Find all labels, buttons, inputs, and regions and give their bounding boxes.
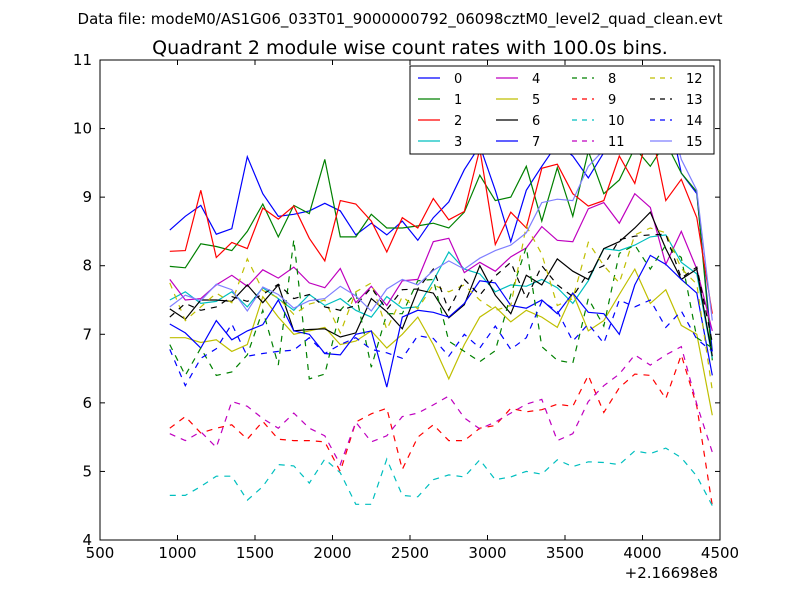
legend-label-11: 11 <box>608 135 625 150</box>
series-line-9 <box>169 352 713 506</box>
x-tick-label: 2000 <box>313 544 351 562</box>
x-tick-label: 4000 <box>623 544 661 562</box>
series-line-13 <box>169 233 713 343</box>
legend-label-5: 5 <box>532 93 540 108</box>
x-tick-label: 3000 <box>468 544 506 562</box>
legend-label-0: 0 <box>454 72 462 87</box>
data-file-label: Data file: modeM0/AS1G06_033T01_90000007… <box>78 10 723 29</box>
axis-ticks: 500 1000 1500 2000 2500 3000 3500 4000 4500 4 5 6 7 8… <box>73 51 739 562</box>
series-line-11 <box>169 345 713 467</box>
x-tick-label: 1000 <box>158 544 196 562</box>
y-tick-label: 8 <box>82 257 92 275</box>
legend-label-15: 15 <box>686 135 703 150</box>
legend-label-6: 6 <box>532 114 540 129</box>
series-line-2 <box>169 124 713 314</box>
y-tick-label: 11 <box>73 51 92 69</box>
legend-label-3: 3 <box>454 135 462 150</box>
legend-label-10: 10 <box>608 114 625 129</box>
series-line-4 <box>169 192 713 332</box>
series-line-10 <box>169 447 713 506</box>
legend-label-4: 4 <box>532 72 540 87</box>
legend-label-1: 1 <box>454 93 462 108</box>
legend-label-9: 9 <box>608 93 616 108</box>
y-tick-label: 7 <box>82 325 92 343</box>
x-tick-label: 1500 <box>236 544 274 562</box>
y-tick-label: 4 <box>82 531 92 549</box>
legend-label-2: 2 <box>454 114 462 129</box>
legend-box <box>409 65 715 155</box>
series-line-1 <box>169 141 713 361</box>
series-layer <box>169 98 713 506</box>
x-tick-label: 4500 <box>701 544 739 562</box>
y-tick-label: 6 <box>82 394 92 412</box>
series-line-14 <box>169 299 713 388</box>
legend-label-13: 13 <box>686 93 703 108</box>
x-tick-label: 3500 <box>546 544 584 562</box>
series-line-5 <box>169 267 713 416</box>
series-line-8 <box>169 239 713 380</box>
series-line-6 <box>169 211 713 357</box>
y-tick-label: 5 <box>82 462 92 480</box>
y-tick-label: 10 <box>73 120 92 138</box>
legend-label-12: 12 <box>686 72 703 87</box>
series-line-7 <box>169 254 713 388</box>
x-tick-label: 500 <box>86 544 115 562</box>
legend-label-7: 7 <box>532 135 540 150</box>
chart-title: Quadrant 2 module wise count rates with … <box>152 37 668 59</box>
x-tick-label: 2500 <box>391 544 429 562</box>
legend-label-14: 14 <box>686 114 703 129</box>
legend-label-8: 8 <box>608 72 616 87</box>
x-axis-offset-label: +2.16698e8 <box>625 564 718 582</box>
y-tick-label: 9 <box>82 188 92 206</box>
